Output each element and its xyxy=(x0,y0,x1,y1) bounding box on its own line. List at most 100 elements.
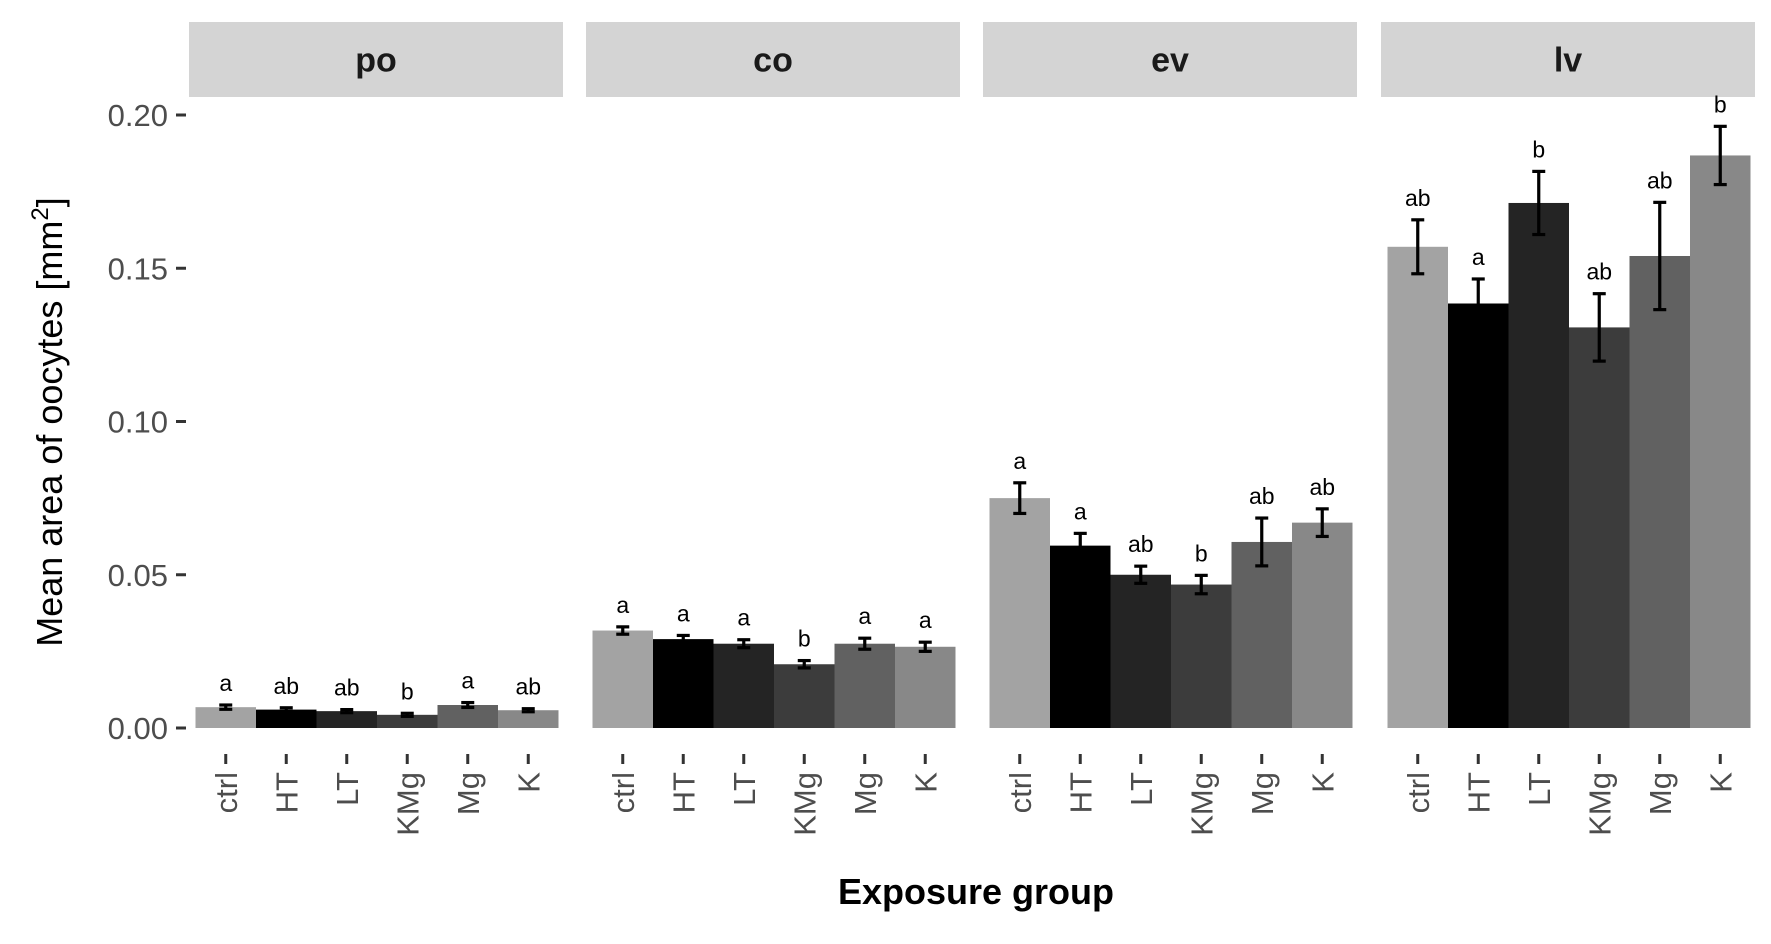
error-bar-ev-LT xyxy=(1134,564,1148,585)
bar-ev-HT xyxy=(1050,545,1111,728)
significance-label-lv-KMg: ab xyxy=(1586,259,1612,285)
bar-co-HT xyxy=(653,639,714,728)
panel-ev: ev a ctrl a HT ab LT b KMg ab Mg ab K xyxy=(983,22,1357,836)
error-bar-co-ctrl xyxy=(616,625,630,636)
significance-label-lv-ctrl: ab xyxy=(1405,185,1431,211)
error-bar-po-LT xyxy=(340,708,354,715)
significance-label-ev-HT: a xyxy=(1074,498,1087,524)
bar-ev-Mg xyxy=(1231,541,1292,728)
error-bar-lv-HT xyxy=(1471,277,1485,330)
significance-label-lv-K: b xyxy=(1714,91,1727,117)
error-bar-lv-ctrl xyxy=(1411,218,1425,276)
strip-co xyxy=(586,22,960,97)
significance-label-co-Mg: a xyxy=(858,603,871,629)
x-tick-label-co-LT: LT xyxy=(727,772,762,806)
error-bar-co-KMg xyxy=(797,658,811,670)
x-tick-label-ev-K: K xyxy=(1305,772,1340,793)
significance-label-ev-KMg: b xyxy=(1195,540,1208,566)
bar-lv-KMg xyxy=(1569,327,1630,728)
significance-label-co-ctrl: a xyxy=(616,592,629,618)
significance-label-co-LT: a xyxy=(737,605,750,631)
significance-label-po-ctrl: a xyxy=(219,670,232,696)
error-bar-po-KMg xyxy=(400,711,414,718)
strip-lv xyxy=(1381,22,1755,97)
plot-area-po xyxy=(189,97,563,752)
significance-label-ev-Mg: ab xyxy=(1249,483,1275,509)
error-bar-po-Mg xyxy=(461,700,475,710)
bar-lv-LT xyxy=(1508,202,1569,728)
y-axis: 0.00 0.05 0.10 0.15 0.20 xyxy=(108,98,186,746)
y-tick-label: 0.10 xyxy=(108,405,168,440)
x-tick-label-lv-Mg: Mg xyxy=(1643,772,1678,815)
x-tick-label-co-KMg: KMg xyxy=(787,772,822,836)
x-tick-label-ev-HT: HT xyxy=(1063,772,1098,813)
x-tick-label-lv-ctrl: ctrl xyxy=(1401,772,1436,813)
x-tick-label-ev-LT: LT xyxy=(1124,772,1159,806)
strip-ev xyxy=(983,22,1357,97)
strip-po xyxy=(189,22,563,97)
y-axis-title-superscript: 2 xyxy=(27,207,54,220)
bar-po-Mg xyxy=(437,705,498,728)
significance-label-co-K: a xyxy=(919,607,932,633)
x-tick-label-lv-LT: LT xyxy=(1522,772,1557,806)
significance-label-co-HT: a xyxy=(677,600,690,626)
strip-label-co: co xyxy=(753,42,793,80)
x-tick-label-co-Mg: Mg xyxy=(848,772,883,815)
x-tick-label-ev-Mg: Mg xyxy=(1245,772,1280,815)
panel-po: po a ctrl ab HT ab LT b KMg a Mg ab K xyxy=(189,22,563,836)
panel-co: co a ctrl a HT a LT b KMg a Mg a K xyxy=(586,22,960,836)
bar-lv-Mg xyxy=(1629,255,1690,729)
bar-po-HT xyxy=(256,709,317,728)
error-bar-ev-ctrl xyxy=(1013,481,1027,516)
error-bar-co-Mg xyxy=(858,636,872,651)
significance-label-po-LT: ab xyxy=(334,675,360,701)
bar-lv-ctrl xyxy=(1387,246,1448,729)
error-bar-lv-Mg xyxy=(1653,200,1667,312)
x-axis-title: Exposure group xyxy=(838,871,1114,912)
error-bar-po-ctrl xyxy=(219,703,233,711)
x-tick-label-co-ctrl: ctrl xyxy=(606,772,641,813)
y-axis-title: Mean area of oocytes [mm2] xyxy=(27,197,70,647)
bar-co-Mg xyxy=(834,643,895,728)
x-tick-label-ev-ctrl: ctrl xyxy=(1003,772,1038,813)
error-bar-co-K xyxy=(918,640,932,653)
bar-co-K xyxy=(895,646,956,728)
bar-po-ctrl xyxy=(195,707,256,728)
error-bar-co-LT xyxy=(737,638,751,650)
significance-label-po-KMg: b xyxy=(401,678,414,704)
strip-label-lv: lv xyxy=(1554,42,1582,80)
y-tick-label: 0.05 xyxy=(108,558,168,593)
bar-po-KMg xyxy=(377,714,438,728)
significance-label-po-Mg: a xyxy=(461,668,474,694)
x-tick-label-po-LT: LT xyxy=(330,772,365,806)
y-tick-label: 0.00 xyxy=(108,711,168,746)
bar-ev-LT xyxy=(1110,574,1171,728)
strip-label-po: po xyxy=(355,42,397,80)
x-tick-label-po-ctrl: ctrl xyxy=(209,772,244,813)
x-tick-label-po-K: K xyxy=(511,772,546,793)
significance-label-lv-Mg: ab xyxy=(1647,167,1673,193)
y-tick-label: 0.20 xyxy=(108,98,168,133)
error-bar-co-HT xyxy=(676,633,690,645)
error-bar-ev-HT xyxy=(1073,531,1087,560)
bar-ev-ctrl xyxy=(989,498,1050,728)
y-axis-title-end: ] xyxy=(29,197,70,207)
panel-lv: lv ab ctrl a HT b LT ab KMg ab Mg b K xyxy=(1381,22,1755,836)
error-bar-ev-Mg xyxy=(1255,516,1269,568)
significance-label-ev-K: ab xyxy=(1309,474,1335,500)
strip-label-ev: ev xyxy=(1151,42,1189,80)
y-tick-label: 0.15 xyxy=(108,251,168,286)
error-bar-po-HT xyxy=(279,706,293,714)
x-tick-label-lv-K: K xyxy=(1703,772,1738,793)
bar-co-KMg xyxy=(774,664,835,728)
x-tick-label-lv-KMg: KMg xyxy=(1582,772,1617,836)
bar-ev-K xyxy=(1292,522,1353,728)
significance-label-ev-LT: ab xyxy=(1128,531,1154,557)
y-axis-title-main: Mean area of oocytes [mm xyxy=(29,221,70,647)
significance-label-po-HT: ab xyxy=(273,673,299,699)
bar-po-K xyxy=(498,710,559,728)
facet-panels: poactrlabHTabLTbKMgaMgabKcoactrlaHTaLTbK… xyxy=(189,22,1755,836)
bar-ev-KMg xyxy=(1171,584,1232,728)
significance-label-lv-HT: a xyxy=(1472,244,1485,270)
